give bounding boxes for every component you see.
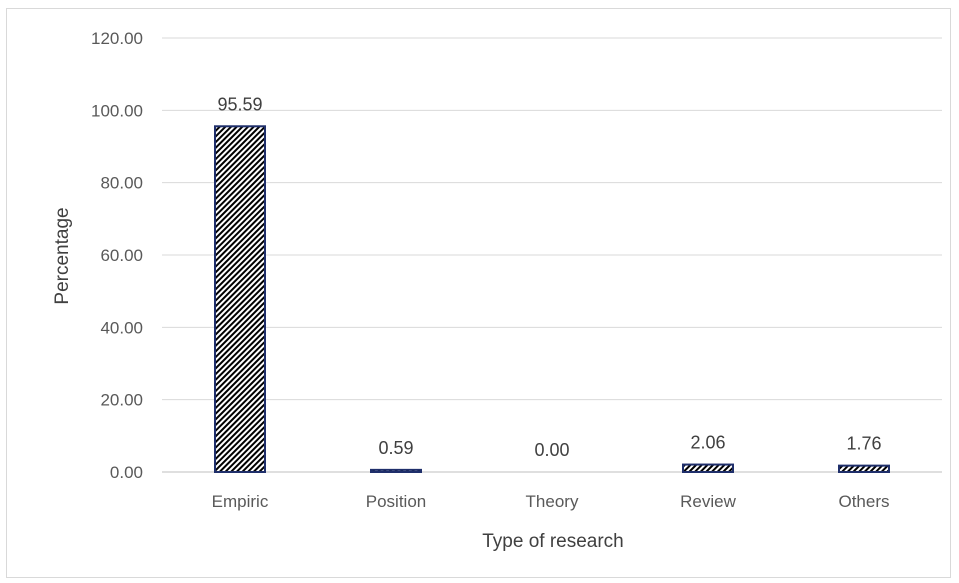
y-tick-label: 20.00 — [100, 391, 143, 410]
chart-frame — [6, 8, 951, 578]
bar-empiric — [214, 125, 266, 473]
x-axis-title: Type of research — [482, 531, 624, 552]
data-label-review: 2.06 — [690, 433, 725, 453]
data-label-position: 0.59 — [378, 438, 413, 458]
data-label-empiric: 95.59 — [217, 94, 262, 114]
y-tick-label: 120.00 — [91, 29, 143, 48]
y-tick-label: 60.00 — [100, 246, 143, 265]
data-label-theory: 0.00 — [534, 440, 569, 460]
x-tick-label-review: Review — [680, 492, 736, 511]
x-tick-label-theory: Theory — [526, 492, 579, 511]
x-axis-ticks: Empiric Position Theory Review Others — [212, 492, 890, 511]
y-axis-title: Percentage — [52, 207, 73, 304]
y-tick-label: 80.00 — [100, 174, 143, 193]
bar-position — [370, 468, 422, 474]
data-label-others: 1.76 — [846, 434, 881, 454]
bars — [214, 125, 890, 474]
y-tick-label: 40.00 — [100, 318, 143, 337]
data-labels: 95.59 0.59 0.00 2.06 1.76 — [217, 94, 881, 460]
y-tick-label: 0.00 — [110, 463, 143, 482]
x-tick-label-position: Position — [366, 492, 426, 511]
bar-others — [838, 464, 890, 474]
x-tick-label-others: Others — [838, 492, 889, 511]
y-tick-label: 100.00 — [91, 101, 143, 120]
bar-review — [682, 463, 734, 473]
x-tick-label-empiric: Empiric — [212, 492, 269, 511]
gridlines — [162, 37, 942, 473]
y-axis-ticks: 0.00 20.00 40.00 60.00 80.00 100.00 120.00 — [91, 29, 143, 482]
